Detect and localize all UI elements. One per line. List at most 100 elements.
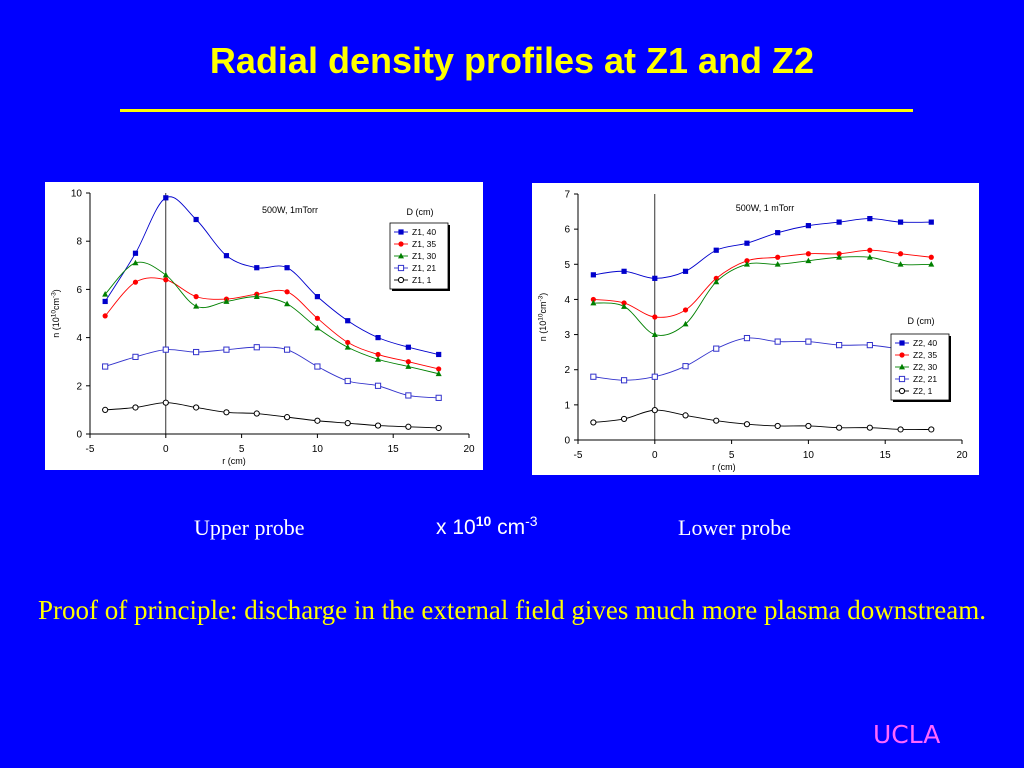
data-point — [836, 254, 843, 260]
legend-entry: Z2, 40 — [913, 338, 937, 348]
legend-swatch-marker — [398, 241, 404, 247]
x-tick-label: 20 — [463, 444, 475, 455]
data-point — [405, 344, 411, 350]
legend-entry: Z1, 21 — [412, 263, 436, 273]
caption-upper-probe: Upper probe — [194, 515, 305, 540]
x-tick-label: 5 — [729, 450, 735, 461]
legend-swatch-marker — [397, 276, 405, 284]
data-point — [682, 363, 689, 370]
data-point — [805, 223, 811, 229]
data-point — [928, 426, 935, 433]
slide-title: Radial density profiles at Z1 and Z2 — [209, 40, 815, 81]
data-point — [436, 366, 442, 372]
chart-annotation: 500W, 1mTorr — [262, 205, 318, 215]
y-tick-label: 6 — [76, 285, 82, 296]
data-point — [253, 410, 260, 417]
data-point — [621, 268, 627, 274]
data-point — [590, 296, 596, 303]
data-point — [405, 423, 412, 430]
legend-swatch-marker — [398, 229, 404, 235]
x-tick-label: 10 — [312, 444, 324, 455]
data-point — [590, 272, 596, 278]
data-point — [435, 424, 442, 432]
data-point — [836, 342, 843, 349]
data-point — [590, 373, 597, 380]
chart-z1-panel: 0 2 4 6 8 10 -5 0 5 10 15 20 r (cm) n (1010cm-3) 500W,… — [45, 182, 483, 470]
data-point — [436, 351, 442, 358]
y-axis-label-part: n (10 — [538, 321, 548, 342]
x-axis-label: r (cm) — [712, 462, 736, 472]
x-tick-label: 0 — [652, 450, 658, 461]
data-point — [132, 279, 139, 285]
series-z2-21 — [590, 334, 935, 384]
data-point — [897, 219, 904, 225]
data-point — [132, 353, 139, 360]
series-line — [593, 256, 932, 336]
data-point — [682, 268, 689, 274]
y-axis-label-part: n (10 — [51, 317, 61, 338]
data-point — [223, 346, 230, 353]
data-point — [713, 345, 720, 352]
legend-entry: Z1, 1 — [412, 275, 432, 285]
data-point — [928, 261, 935, 267]
data-point — [102, 291, 109, 297]
data-point — [897, 426, 904, 433]
legend-entry: Z1, 35 — [412, 239, 436, 249]
y-axis-label-part: ) — [51, 289, 61, 292]
data-point — [253, 344, 260, 351]
data-point — [314, 324, 321, 331]
y-tick-label: 1 — [564, 400, 570, 411]
data-point — [866, 424, 873, 431]
data-point — [867, 216, 873, 222]
data-point — [620, 415, 628, 423]
data-point — [283, 414, 291, 421]
caption-lower-probe: Lower probe — [678, 515, 792, 540]
unit-cm-exponent: -3 — [525, 513, 538, 529]
data-point — [621, 303, 628, 309]
y-axis-label-part: 10 — [538, 313, 545, 321]
series-z2-40 — [590, 216, 934, 281]
data-point — [620, 377, 628, 384]
data-point — [102, 363, 109, 370]
x-tick-label: -5 — [574, 450, 583, 461]
y-tick-label: 7 — [564, 190, 570, 201]
data-point — [132, 250, 139, 256]
unit-prefix: x 10 — [436, 516, 476, 539]
data-point — [743, 261, 750, 267]
data-point — [284, 289, 290, 295]
y-tick-label: 3 — [564, 330, 570, 341]
data-point — [344, 344, 351, 350]
x-tick-label: 15 — [388, 444, 400, 455]
legend-swatch-marker — [397, 264, 405, 272]
x-tick-label: 0 — [163, 444, 169, 455]
data-point — [374, 382, 382, 389]
data-point — [743, 334, 751, 342]
data-point — [805, 257, 812, 264]
data-point — [805, 338, 812, 345]
data-point — [132, 404, 139, 411]
legend-swatch-marker — [898, 375, 906, 383]
data-point — [102, 313, 108, 319]
data-point — [375, 335, 381, 341]
series-z1-21 — [102, 344, 442, 401]
legend-swatch-marker — [899, 340, 905, 346]
legend-entry: Z2, 35 — [913, 350, 937, 360]
y-axis-label-part: cm — [538, 302, 548, 314]
data-point — [193, 348, 200, 356]
y-tick-label: 8 — [76, 237, 82, 248]
x-tick-label: 5 — [239, 444, 245, 455]
data-point — [162, 346, 169, 353]
series-z1-35 — [102, 277, 442, 372]
series-line — [593, 337, 932, 381]
data-point — [805, 422, 812, 430]
y-tick-label: 6 — [564, 225, 570, 236]
data-point — [314, 315, 320, 321]
unit-cm: cm — [491, 516, 526, 539]
title-underline — [120, 109, 913, 112]
x-tick-label: 15 — [880, 450, 892, 461]
y-tick-label: 0 — [564, 436, 570, 447]
y-tick-label: 10 — [71, 189, 83, 200]
legend-swatch-marker — [899, 363, 905, 370]
data-point — [314, 363, 321, 370]
data-point — [102, 298, 108, 305]
